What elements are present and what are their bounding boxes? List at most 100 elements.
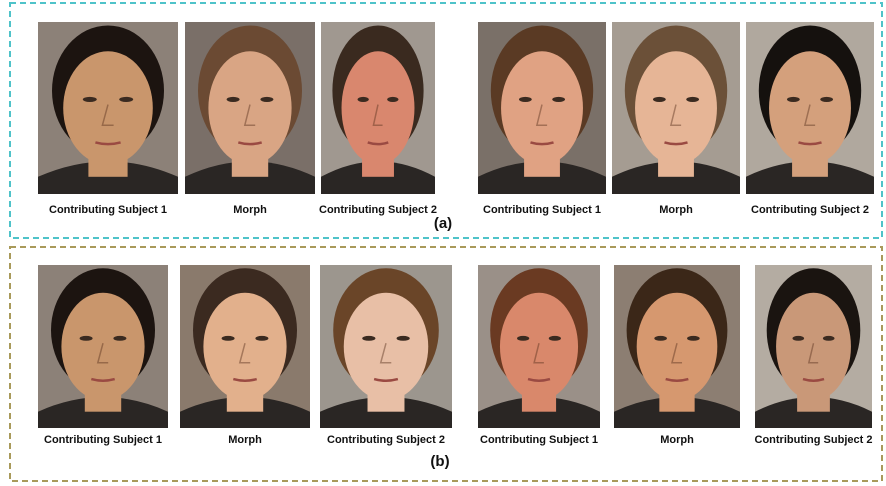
face-photo [320, 265, 452, 428]
mouth [367, 141, 389, 146]
face [499, 292, 579, 401]
caption: Contributing Subject 1 [49, 204, 167, 216]
shoulders [185, 161, 315, 194]
caption: Morph [228, 434, 262, 446]
face-photo [185, 22, 315, 194]
eye [260, 96, 274, 102]
shoulders [320, 397, 452, 428]
mouth [527, 377, 551, 382]
caption: Contributing Subject 2 [327, 434, 445, 446]
nose [243, 104, 256, 126]
face [636, 292, 718, 401]
caption: Morph [233, 204, 267, 216]
eye [518, 96, 532, 102]
eye [687, 335, 700, 341]
mouth [664, 141, 688, 146]
nose [807, 343, 819, 364]
caption: Contributing Subject 2 [751, 204, 869, 216]
shoulders [321, 161, 435, 194]
eye [221, 335, 235, 341]
face [203, 292, 287, 401]
face [501, 51, 583, 165]
eye [654, 335, 667, 341]
face-photo [38, 265, 168, 428]
shoulders [180, 397, 310, 428]
eye [113, 335, 127, 341]
eye [362, 335, 376, 341]
nose [238, 343, 251, 364]
nose [96, 343, 109, 364]
mouth [373, 377, 399, 382]
face [635, 51, 717, 165]
panel-b-border [9, 246, 883, 482]
nose [670, 343, 683, 364]
face-photo [478, 22, 606, 194]
caption: Contributing Subject 2 [755, 434, 873, 446]
face [769, 51, 851, 165]
caption: Contributing Subject 2 [319, 204, 437, 216]
eye [820, 96, 834, 102]
mouth [95, 141, 121, 146]
nose [379, 343, 392, 364]
eye [786, 96, 800, 102]
shoulders [755, 397, 872, 428]
eye [255, 335, 269, 341]
eye [387, 96, 399, 102]
eye [226, 96, 240, 102]
nose [803, 104, 816, 126]
nose [533, 343, 544, 364]
face-photo [321, 22, 435, 194]
shoulders [612, 161, 740, 194]
eye [548, 335, 561, 341]
panel-label: (a) [434, 215, 452, 232]
mouth [665, 377, 689, 382]
face-photo [614, 265, 740, 428]
eye [396, 335, 410, 341]
mouth [237, 141, 263, 146]
face [208, 51, 292, 165]
shoulders [478, 161, 606, 194]
face-photo [755, 265, 872, 428]
eye [517, 335, 530, 341]
shoulders [38, 397, 168, 428]
eye [79, 335, 93, 341]
mouth [530, 141, 554, 146]
eye [792, 335, 805, 341]
caption: Morph [660, 434, 694, 446]
mouth [798, 141, 822, 146]
eye [822, 335, 835, 341]
nose [372, 104, 383, 126]
eye [686, 96, 700, 102]
face [776, 292, 851, 401]
caption: Contributing Subject 1 [483, 204, 601, 216]
caption: Morph [659, 204, 693, 216]
caption: Contributing Subject 1 [44, 434, 162, 446]
shoulders [614, 397, 740, 428]
mouth [90, 377, 116, 382]
face [341, 51, 415, 165]
eye [552, 96, 566, 102]
shoulders [478, 397, 600, 428]
eye [652, 96, 666, 102]
shoulders [746, 161, 874, 194]
face-photo [746, 22, 874, 194]
eye [119, 96, 134, 102]
face-photo [38, 22, 178, 194]
nose [669, 104, 682, 126]
eye [82, 96, 97, 102]
shoulders [38, 161, 178, 194]
panel-label: (b) [430, 453, 449, 470]
caption: Contributing Subject 1 [480, 434, 598, 446]
eye [357, 96, 369, 102]
face [63, 51, 153, 165]
mouth [232, 377, 258, 382]
face-photo [478, 265, 600, 428]
face-photo [180, 265, 310, 428]
panel-a-border [9, 2, 883, 239]
face-photo [612, 22, 740, 194]
nose [101, 104, 114, 126]
mouth [802, 377, 825, 382]
face [343, 292, 429, 401]
face [61, 292, 145, 401]
